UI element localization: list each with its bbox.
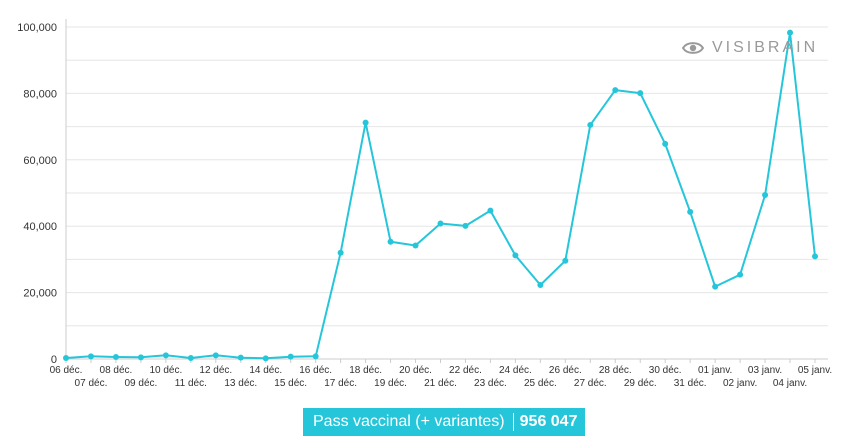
- data-point[interactable]: [787, 29, 794, 36]
- data-point[interactable]: [337, 249, 344, 256]
- x-tick-label: 17 déc.: [324, 378, 357, 389]
- data-point[interactable]: [412, 242, 419, 249]
- data-point[interactable]: [437, 220, 444, 227]
- data-point[interactable]: [737, 271, 744, 278]
- y-tick-label: 60,000: [23, 155, 57, 167]
- x-tick-label: 03 janv.: [748, 365, 782, 376]
- x-tick-label: 02 janv.: [723, 378, 757, 389]
- axes: [65, 19, 828, 360]
- x-tick-label: 20 déc.: [399, 365, 432, 376]
- x-tick-label: 25 déc.: [524, 378, 557, 389]
- data-point[interactable]: [537, 281, 544, 288]
- data-point[interactable]: [612, 87, 619, 94]
- data-point[interactable]: [137, 354, 144, 361]
- y-tick-label: 40,000: [23, 221, 57, 233]
- x-tick-label: 23 déc.: [474, 378, 507, 389]
- y-axis-ticks: 0 20,000 40,000 60,000 80,000 100,000: [17, 22, 57, 366]
- data-point[interactable]: [587, 121, 594, 128]
- y-tick-label: 100,000: [17, 22, 57, 34]
- x-tick-label: 27 déc.: [574, 378, 607, 389]
- data-point[interactable]: [387, 238, 394, 245]
- x-tick-label: 01 janv.: [698, 365, 732, 376]
- data-point[interactable]: [287, 353, 294, 360]
- visibrain-watermark: VISIBRAIN: [682, 39, 818, 57]
- data-point[interactable]: [812, 253, 818, 260]
- x-tick-label: 13 déc.: [224, 378, 257, 389]
- data-point[interactable]: [87, 353, 94, 360]
- y-tick-label: 20,000: [23, 288, 57, 300]
- data-point[interactable]: [487, 207, 494, 214]
- eye-icon: [682, 42, 704, 54]
- data-point[interactable]: [63, 355, 69, 362]
- x-tick-label: 28 déc.: [599, 365, 632, 376]
- data-point[interactable]: [162, 352, 169, 359]
- data-point[interactable]: [212, 352, 219, 359]
- x-tick-label: 21 déc.: [424, 378, 457, 389]
- x-tick-label: 09 déc.: [124, 378, 157, 389]
- x-axis-ticks: 06 déc. 07 déc. 08 déc. 09 déc. 10 déc. 11 dé…: [50, 359, 832, 389]
- x-tick-label: 04 janv.: [773, 378, 807, 389]
- x-tick-label: 18 déc.: [349, 365, 382, 376]
- watermark-text: VISIBRAIN: [712, 39, 819, 56]
- data-point[interactable]: [512, 252, 519, 259]
- x-tick-label: 15 déc.: [274, 378, 307, 389]
- data-point[interactable]: [762, 191, 769, 198]
- data-point[interactable]: [187, 355, 194, 362]
- legend-total: 956 047: [519, 413, 578, 430]
- x-tick-label: 12 déc.: [199, 365, 232, 376]
- x-tick-label: 07 déc.: [75, 378, 108, 389]
- x-tick-label: 29 déc.: [624, 378, 657, 389]
- data-point[interactable]: [237, 354, 244, 361]
- x-tick-label: 30 déc.: [649, 365, 682, 376]
- x-tick-label: 24 déc.: [499, 365, 532, 376]
- y-tick-label: 80,000: [23, 88, 57, 100]
- x-tick-label: 10 déc.: [149, 365, 182, 376]
- data-point[interactable]: [112, 354, 119, 361]
- data-point[interactable]: [662, 140, 669, 147]
- data-point[interactable]: [262, 355, 269, 362]
- series-layer: [63, 29, 818, 362]
- grid-lines: [66, 26, 828, 327]
- data-point[interactable]: [637, 90, 644, 97]
- data-point[interactable]: [562, 257, 569, 264]
- x-tick-label: 19 déc.: [374, 378, 407, 389]
- x-tick-label: 14 déc.: [249, 365, 282, 376]
- x-tick-label: 11 déc.: [175, 378, 207, 389]
- data-point[interactable]: [312, 353, 319, 360]
- y-tick-label: 0: [51, 354, 57, 366]
- legend-badge[interactable]: Pass vaccinal (+ variantes) 956 047: [303, 408, 586, 436]
- data-point[interactable]: [462, 222, 469, 229]
- series-line: [65, 31, 816, 360]
- legend-separator: [512, 413, 514, 431]
- x-tick-label: 22 déc.: [449, 365, 482, 376]
- data-point[interactable]: [687, 208, 694, 215]
- data-point[interactable]: [712, 283, 719, 290]
- x-tick-label: 26 déc.: [549, 365, 582, 376]
- x-tick-label: 05 janv.: [798, 365, 832, 376]
- x-tick-label: 08 déc.: [100, 365, 133, 376]
- legend-label: Pass vaccinal (+ variantes): [313, 413, 505, 430]
- x-tick-label: 16 déc.: [299, 365, 332, 376]
- x-tick-label: 31 déc.: [674, 378, 707, 389]
- x-tick-label: 06 déc.: [50, 365, 83, 376]
- data-point[interactable]: [362, 119, 369, 126]
